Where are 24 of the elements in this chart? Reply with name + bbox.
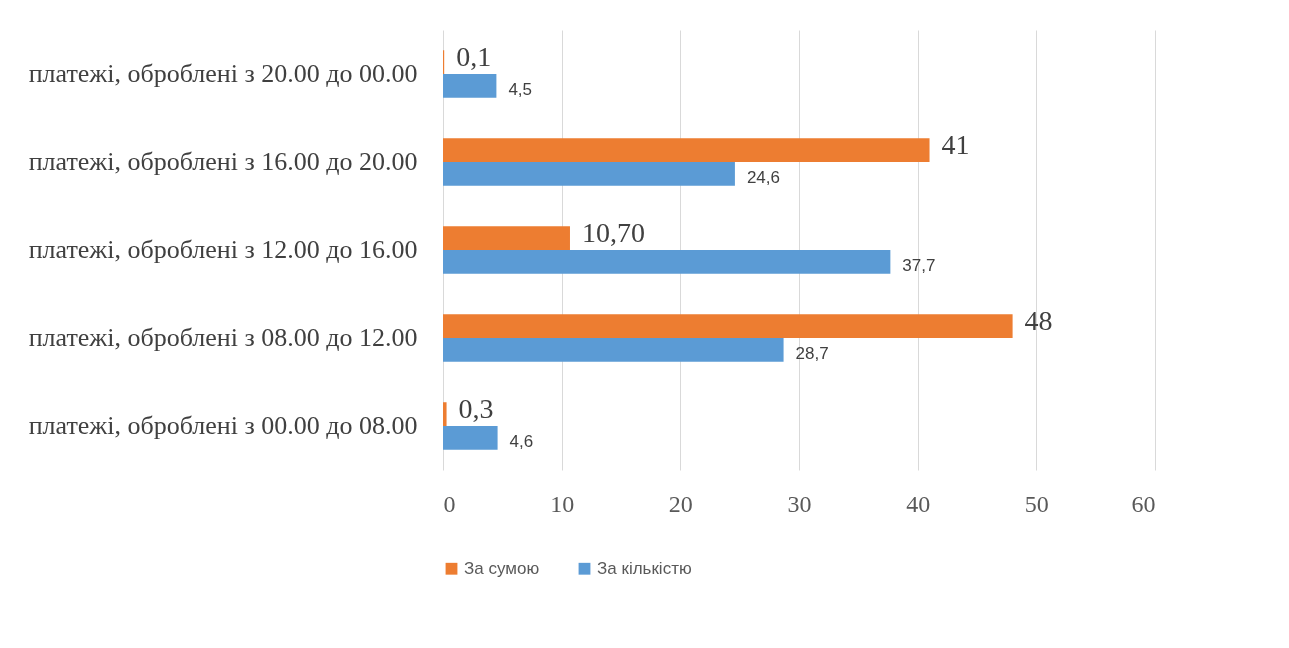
data-label: 0,3 (458, 393, 494, 425)
legend-label: За сумою (464, 558, 540, 578)
legend-label: За кількістю (597, 558, 692, 578)
data-label: 28,7 (795, 343, 829, 363)
x-tick-label: 30 (787, 490, 812, 517)
x-tick-label: 10 (550, 490, 575, 517)
data-label: 10,70 (581, 217, 645, 249)
data-label: 48 (1024, 305, 1053, 337)
data-label: 24,6 (746, 167, 781, 187)
y-tick-label: платежі, оброблені з 08.00 до 12.00 (28, 323, 418, 352)
data-label: 37,7 (902, 255, 936, 275)
x-tick-label: 20 (668, 490, 693, 517)
data-label: 4,5 (508, 79, 533, 99)
x-tick-label: 0 (443, 490, 456, 517)
x-tick-label: 50 (1024, 490, 1049, 517)
y-tick-label: платежі, оброблені з 00.00 до 08.00 (28, 411, 418, 440)
y-tick-label: платежі, оброблені з 12.00 до 16.00 (28, 235, 418, 264)
x-tick-label: 40 (906, 490, 931, 517)
x-tick-label: 60 (1131, 490, 1156, 517)
y-tick-label: платежі, оброблені з 20.00 до 00.00 (28, 59, 418, 88)
data-label: 4,6 (509, 431, 534, 451)
y-tick-label: платежі, оброблені з 16.00 до 20.00 (28, 147, 418, 176)
data-label: 0,1 (456, 41, 492, 73)
data-label: 41 (941, 129, 970, 161)
